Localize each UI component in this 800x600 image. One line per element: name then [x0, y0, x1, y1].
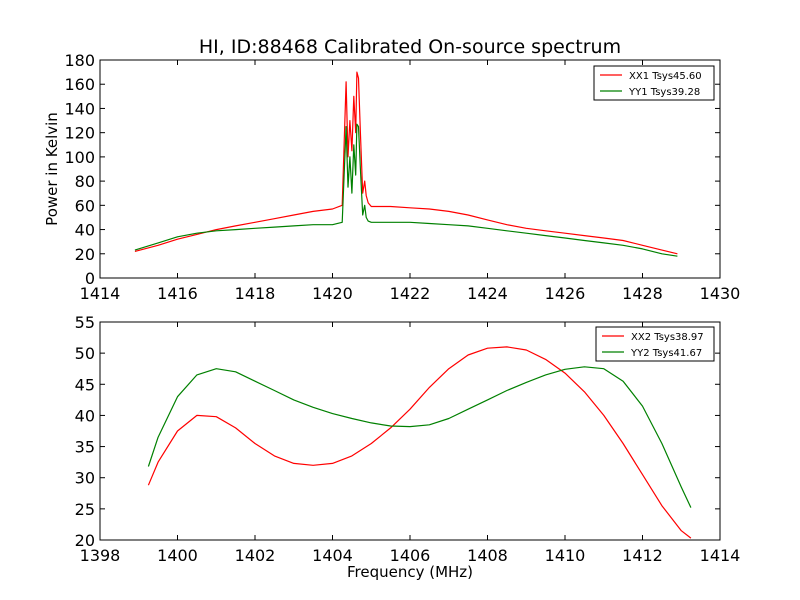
y-tick-label: 100	[64, 148, 95, 167]
x-tick-label: 1404	[312, 546, 353, 565]
series-line-2	[134, 123, 678, 257]
x-tick-label: 1424	[467, 284, 508, 303]
y-tick-label: 20	[75, 245, 95, 264]
x-tick-label: 1414	[700, 546, 741, 565]
y-tick-label: 45	[75, 375, 95, 394]
y-tick-label: 0	[85, 269, 95, 288]
legend-label: YY1 Tsys39.28	[628, 87, 700, 98]
x-tick-label: 1420	[312, 284, 353, 303]
bottom-panel: 1398 1400 1402 1404 1406 1408 1410 1412 1414 20 2…	[75, 313, 741, 581]
legend-label: XX2 Tsys38.97	[631, 332, 704, 343]
x-tick-label: 1422	[390, 284, 431, 303]
legend-box	[595, 326, 715, 362]
y-tick-label: 40	[75, 221, 95, 240]
x-tick-label: 1430	[700, 284, 741, 303]
legend-label: YY2 Tsys41.67	[630, 348, 702, 359]
legend-box	[593, 65, 715, 101]
y-tick-label: 20	[75, 531, 95, 550]
y-tick-label: 35	[75, 438, 95, 457]
x-tick-label: 1410	[545, 546, 586, 565]
series-line-1	[147, 346, 692, 539]
top-panel: 1414 1416 1418 1420 1422 1424 1426 1428 1430 0 20…	[43, 36, 740, 303]
top-legend: XX1 Tsys45.60 YY1 Tsys39.28	[593, 65, 715, 101]
x-tick-label: 1414	[80, 284, 121, 303]
y-tick-label: 180	[64, 51, 95, 70]
x-tick-label: 1426	[545, 284, 586, 303]
series-line-2	[147, 366, 692, 508]
y-tick-label: 80	[75, 172, 95, 191]
x-tick-label: 1428	[622, 284, 663, 303]
y-tick-label: 160	[64, 75, 95, 94]
y-tick-label: 50	[75, 344, 95, 363]
x-tick-label: 1398	[80, 546, 121, 565]
y-tick-label: 55	[75, 313, 95, 332]
bottom-legend: XX2 Tsys38.97 YY2 Tsys41.67	[595, 326, 715, 362]
x-tick-label: 1406	[390, 546, 431, 565]
y-tick-label: 140	[64, 99, 95, 118]
y-tick-label: 60	[75, 196, 95, 215]
y-tick-label: 30	[75, 469, 95, 488]
x-tick-label: 1416	[157, 284, 198, 303]
x-tick-label: 1418	[235, 284, 276, 303]
legend-label: XX1 Tsys45.60	[629, 71, 702, 82]
x-tick-label: 1400	[157, 546, 198, 565]
top-chart-title: HI, ID:88468 Calibrated On-source spectr…	[199, 36, 621, 58]
y-tick-label: 40	[75, 406, 95, 425]
y-tick-label: 120	[64, 124, 95, 143]
x-tick-label: 1402	[235, 546, 276, 565]
bottom-x-axis-label: Frequency (MHz)	[347, 563, 473, 581]
y-tick-label: 25	[75, 500, 95, 519]
top-y-axis-label: Power in Kelvin	[43, 112, 61, 226]
x-tick-label: 1412	[622, 546, 663, 565]
series-line-1	[134, 71, 678, 255]
x-tick-label: 1408	[467, 546, 508, 565]
